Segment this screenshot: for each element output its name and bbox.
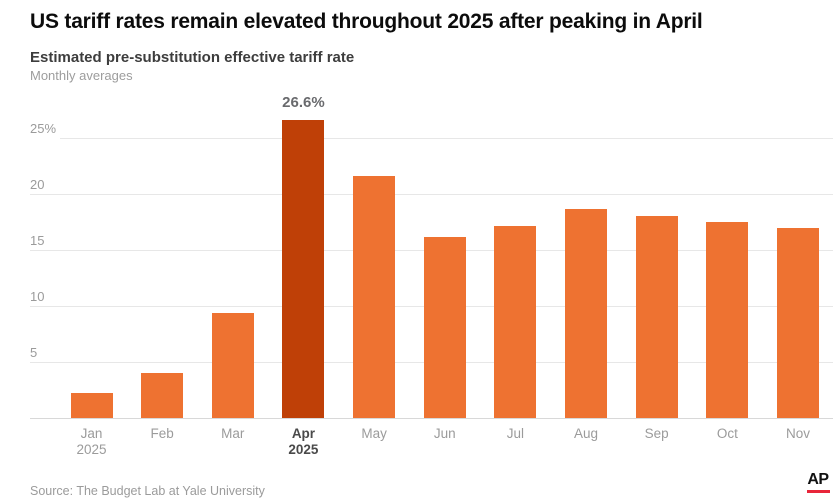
bar-apr <box>282 120 325 418</box>
bar-jan <box>70 393 113 418</box>
bar-jun <box>423 236 466 418</box>
x-axis-label-apr: Apr 2025 <box>268 426 338 458</box>
bar-oct <box>706 222 749 418</box>
bar-aug <box>565 208 608 418</box>
ap-logo: AP <box>806 471 830 493</box>
x-axis-label-jun: Jun <box>433 426 456 441</box>
bar-feb <box>141 373 184 418</box>
x-axis-label-jan: Jan 2025 <box>57 426 127 458</box>
source-credit: Source: The Budget Lab at Yale Universit… <box>30 484 265 498</box>
ap-logo-underline-bar <box>806 490 830 493</box>
chart-note: Monthly averages <box>30 68 133 83</box>
x-axis-label-sep: Sep <box>644 426 669 441</box>
x-axis-label-nov: Nov <box>785 426 810 441</box>
y-axis-tick-label: 15 <box>30 233 45 248</box>
bar-jul <box>494 226 537 418</box>
y-axis-tick-label: 20 <box>30 177 45 192</box>
gridline-25 <box>60 138 833 139</box>
x-axis-label-feb: Feb <box>150 426 174 441</box>
page-title: US tariff rates remain elevated througho… <box>30 10 703 33</box>
peak-value-label: 26.6% <box>282 94 325 111</box>
chart-subtitle: Estimated pre-substitution effective tar… <box>30 49 355 66</box>
y-axis-tick-label: 5 <box>30 345 38 360</box>
bar-mar <box>211 312 254 418</box>
bar-sep <box>635 216 678 418</box>
x-axis-label-oct: Oct <box>716 426 738 441</box>
x-axis-label-jul: Jul <box>506 426 525 441</box>
x-axis-baseline <box>30 418 833 419</box>
y-axis-tick-label: 25% <box>30 121 57 136</box>
y-axis-tick-label: 10 <box>30 289 45 304</box>
x-axis-label-aug: Aug <box>574 426 599 441</box>
x-axis-sublabel-year: 2025 <box>76 442 107 457</box>
bar-may <box>353 176 396 418</box>
x-axis-sublabel-year: 2025 <box>288 442 319 457</box>
x-axis-label-may: May <box>361 426 387 441</box>
x-axis-label-mar: Mar <box>221 426 245 441</box>
bar-nov <box>777 227 819 418</box>
ap-logo-text: AP <box>807 471 829 488</box>
gridline-20 <box>30 194 833 195</box>
